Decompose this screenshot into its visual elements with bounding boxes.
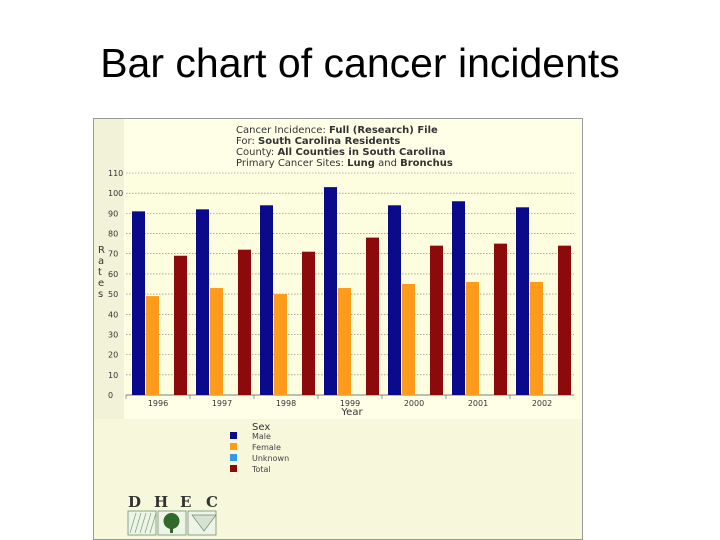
logo-triangle bbox=[191, 514, 217, 532]
bar-female bbox=[274, 294, 287, 395]
y-tick-label: 30 bbox=[108, 330, 118, 339]
y-tick-labels: 0 10 20 30 40 50 60 70 80 90 100 110 bbox=[108, 169, 123, 400]
x-axis-title: Year bbox=[340, 407, 363, 418]
y-tick-label: 80 bbox=[108, 230, 118, 239]
legend-swatch bbox=[230, 454, 237, 461]
logo-hatch bbox=[149, 512, 157, 534]
y-axis-title-letter: s bbox=[98, 289, 103, 300]
legend-title: Sex bbox=[252, 422, 270, 433]
y-tick-label: 110 bbox=[108, 169, 123, 178]
x-tick-label: 1998 bbox=[276, 399, 296, 408]
bar-male bbox=[388, 205, 401, 395]
x-tick-labels: 1996 1997 1998 1999 2000 2001 2002 bbox=[125, 395, 552, 408]
header-text: Primary Cancer Sites: bbox=[236, 158, 347, 169]
y-tick-label: 0 bbox=[108, 391, 113, 400]
logo-tree-crown bbox=[163, 513, 180, 529]
bar-male bbox=[324, 187, 337, 395]
legend-label: Unknown bbox=[252, 454, 289, 463]
chart-frame: Cancer Incidence: Full (Research) File Fo… bbox=[93, 118, 583, 540]
header-line: For: South Carolina Residents bbox=[236, 136, 400, 147]
bar-total bbox=[494, 243, 507, 395]
header-line: Cancer Incidence: Full (Research) File bbox=[236, 125, 438, 136]
header-text: County: bbox=[236, 147, 277, 158]
x-tick-label: 1997 bbox=[212, 399, 232, 408]
legend-swatch bbox=[230, 443, 237, 450]
header-text: Cancer Incidence: bbox=[236, 125, 329, 136]
header-text: For: bbox=[236, 136, 258, 147]
logo-hatch bbox=[134, 512, 142, 534]
y-axis-title-letter: R bbox=[98, 245, 105, 256]
header-text: All Counties in South Carolina bbox=[277, 147, 445, 158]
bar-total bbox=[302, 251, 315, 395]
logo-letter: E bbox=[180, 493, 191, 511]
x-tick-label: 2002 bbox=[532, 399, 552, 408]
header-text: Bronchus bbox=[400, 158, 453, 169]
bar-female bbox=[530, 281, 543, 395]
chart-header: Cancer Incidence: Full (Research) FileFo… bbox=[236, 125, 453, 169]
bar-male bbox=[260, 205, 273, 395]
bar-total bbox=[238, 249, 251, 395]
legend-swatch bbox=[230, 432, 237, 439]
y-axis-title-letter: a bbox=[98, 256, 104, 267]
logo-hatch bbox=[129, 512, 137, 534]
y-tick-label: 90 bbox=[108, 209, 118, 218]
header-text: and bbox=[375, 158, 400, 169]
header-text: Full (Research) File bbox=[329, 125, 438, 136]
logo-tile bbox=[127, 510, 157, 536]
bar-chart: Cancer Incidence: Full (Research) FileFo… bbox=[94, 119, 582, 539]
bar-male bbox=[452, 201, 465, 395]
y-tick-label: 50 bbox=[108, 290, 118, 299]
bar-male bbox=[132, 211, 145, 395]
bar-male bbox=[516, 207, 529, 395]
bars bbox=[132, 187, 571, 395]
header-text: South Carolina Residents bbox=[258, 136, 400, 147]
x-tick-label: 2001 bbox=[468, 399, 488, 408]
logo-hatch bbox=[139, 512, 147, 534]
bar-total bbox=[558, 245, 571, 395]
y-axis-title-letter: e bbox=[98, 278, 104, 289]
logo-hatch bbox=[144, 512, 152, 534]
header-line: County: All Counties in South Carolina bbox=[236, 147, 446, 158]
bar-female bbox=[146, 296, 159, 395]
bar-total bbox=[174, 255, 187, 395]
x-tick-label: 1996 bbox=[148, 399, 168, 408]
legend-label: Total bbox=[251, 465, 271, 474]
x-tick-label: 2000 bbox=[404, 399, 424, 408]
y-tick-label: 60 bbox=[108, 270, 118, 279]
header-text: Lung bbox=[347, 158, 375, 169]
bar-female bbox=[402, 284, 415, 395]
y-tick-label: 100 bbox=[108, 189, 123, 198]
y-tick-label: 70 bbox=[108, 250, 118, 259]
y-tick-label: 20 bbox=[108, 351, 118, 360]
y-tick-label: 10 bbox=[108, 371, 118, 380]
bar-female bbox=[210, 288, 223, 395]
logo-letter: H bbox=[154, 493, 168, 511]
header-line: Primary Cancer Sites: Lung and Bronchus bbox=[236, 158, 453, 169]
legend-swatch bbox=[230, 465, 237, 472]
legend-label: Female bbox=[252, 443, 281, 452]
bar-total bbox=[366, 237, 379, 395]
bar-male bbox=[196, 209, 209, 395]
bar-total bbox=[430, 245, 443, 395]
bar-female bbox=[466, 281, 479, 395]
slide-title: Bar chart of cancer incidents bbox=[100, 40, 620, 86]
y-axis-title-letter: t bbox=[98, 267, 102, 278]
logo-letter: C bbox=[206, 493, 218, 511]
bar-female bbox=[338, 288, 351, 395]
legend-label: Male bbox=[252, 432, 271, 441]
logo-letter: D bbox=[128, 493, 141, 511]
y-tick-label: 40 bbox=[108, 310, 118, 319]
x-tick-label: 1999 bbox=[340, 399, 360, 408]
